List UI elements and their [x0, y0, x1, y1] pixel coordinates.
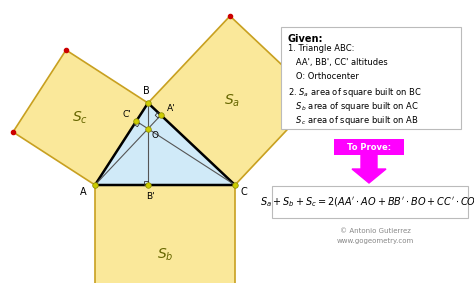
Polygon shape [95, 103, 235, 185]
Text: O: O [152, 131, 159, 140]
Text: B: B [143, 86, 149, 96]
Text: $S_b$ area of square built on AC: $S_b$ area of square built on AC [288, 100, 419, 113]
Text: Given:: Given: [288, 34, 323, 44]
Text: O: Orthocenter: O: Orthocenter [288, 72, 359, 81]
Text: $S_b$: $S_b$ [157, 247, 173, 263]
Text: To Prove:: To Prove: [347, 143, 391, 151]
Text: C': C' [122, 110, 131, 119]
FancyBboxPatch shape [272, 186, 468, 218]
Text: $S_c$ area of square built on AB: $S_c$ area of square built on AB [288, 114, 419, 127]
Polygon shape [95, 185, 235, 283]
Polygon shape [13, 50, 148, 185]
Text: 2. $S_a$ area of square built on BC: 2. $S_a$ area of square built on BC [288, 86, 421, 99]
FancyBboxPatch shape [281, 27, 461, 129]
Text: $S_a + S_b + S_c = 2(AA' \cdot AO + BB' \cdot BO + CC' \cdot CO)$: $S_a + S_b + S_c = 2(AA' \cdot AO + BB' … [260, 195, 474, 209]
FancyArrow shape [352, 155, 386, 183]
Text: $S_a$: $S_a$ [224, 92, 241, 109]
Text: B': B' [146, 192, 155, 201]
Text: AA', BB', CC' altitudes: AA', BB', CC' altitudes [288, 58, 388, 67]
Text: © Antonio Gutierrez: © Antonio Gutierrez [339, 228, 410, 234]
Text: A: A [81, 187, 87, 197]
Text: www.gogeometry.com: www.gogeometry.com [337, 238, 414, 244]
Text: 1. Triangle ABC:: 1. Triangle ABC: [288, 44, 355, 53]
Text: $S_c$: $S_c$ [73, 109, 89, 126]
Text: A': A' [167, 104, 175, 113]
Polygon shape [148, 16, 317, 185]
FancyBboxPatch shape [334, 139, 404, 155]
Text: C: C [241, 187, 248, 197]
